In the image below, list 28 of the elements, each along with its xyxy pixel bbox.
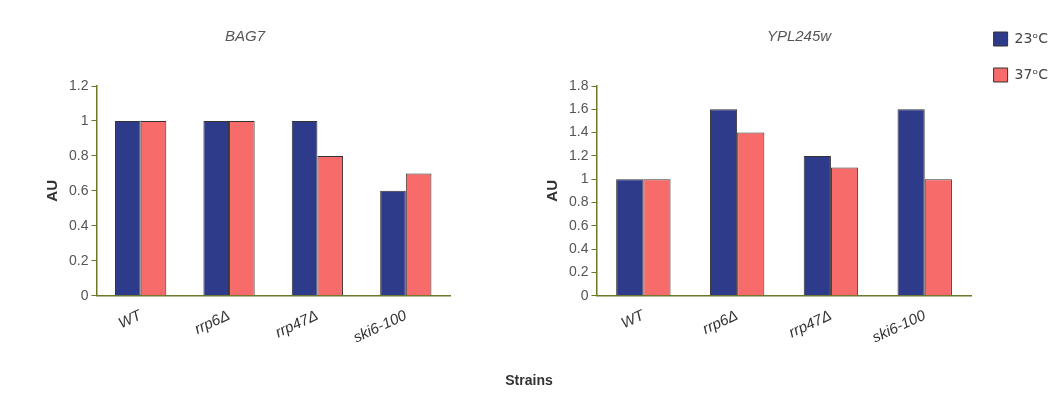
y-tick-label: 0	[80, 286, 89, 303]
y-tick-label: 0.2	[568, 263, 589, 280]
y-tick-label: 0.8	[568, 193, 589, 210]
chart-title: BAG7	[224, 27, 266, 45]
legend-label: 23ᵒC	[1014, 29, 1049, 46]
y-tick-label: 0.2	[68, 251, 89, 268]
y-axis-title: AU	[543, 180, 561, 202]
y-tick-label: 0.4	[568, 239, 589, 256]
y-tick-label: 0.4	[68, 216, 89, 233]
y-tick-label: 1.8	[568, 76, 589, 93]
y-tick-label: 0.6	[568, 216, 589, 233]
x-axis-title: Strains	[504, 372, 554, 388]
y-tick-label: 0.8	[68, 146, 89, 163]
chart-title: YPL245w	[766, 27, 833, 45]
x-tick-label: WT	[115, 305, 146, 332]
y-tick-label: 0	[580, 286, 589, 303]
y-tick-label: 1.6	[568, 100, 589, 117]
y-tick-label: 1.2	[68, 76, 89, 93]
y-axis-title: AU	[43, 180, 61, 202]
y-tick-label: 1.2	[568, 146, 589, 163]
y-tick-label: 1	[80, 111, 89, 128]
y-tick-label: 0.6	[68, 181, 89, 198]
y-tick-label: 1.4	[568, 123, 589, 140]
x-tick-label: rrp6Δ	[191, 305, 233, 337]
x-tick-label: WT	[618, 305, 649, 332]
x-tick-label: rrp6Δ	[699, 305, 741, 337]
y-tick-label: 1	[580, 170, 589, 187]
legend-label: 37ᵒC	[1014, 65, 1049, 82]
